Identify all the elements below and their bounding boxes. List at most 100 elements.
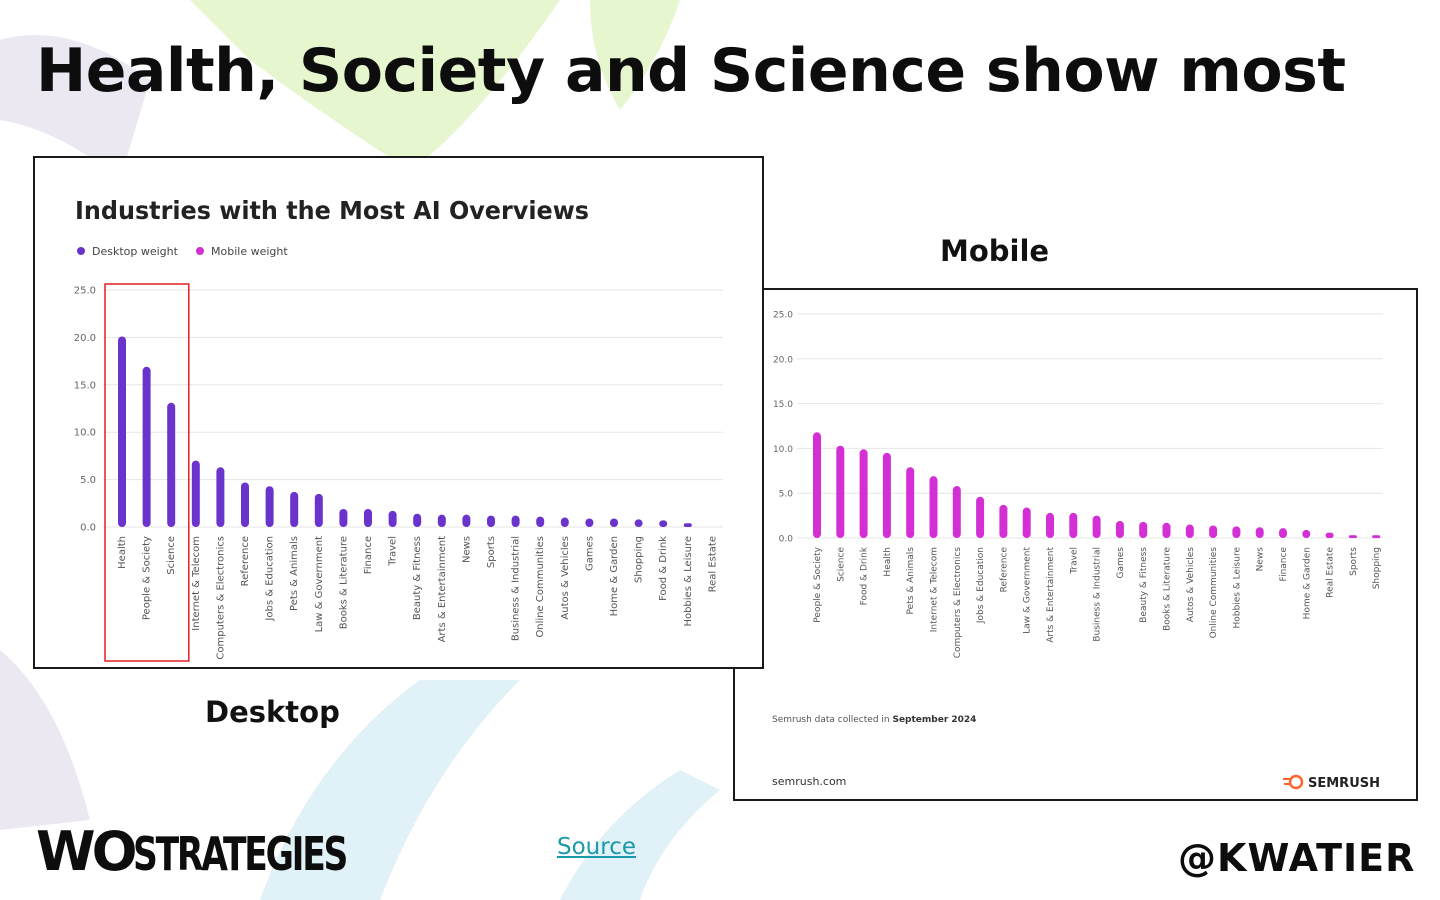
semrush-site: semrush.com xyxy=(772,775,846,788)
slide-title: Health, Society and Science show most xyxy=(36,36,1346,106)
mobile-bar xyxy=(1115,520,1124,538)
mobile-bar xyxy=(1139,521,1148,538)
legend-desktop-marker xyxy=(77,247,85,255)
desktop-bar xyxy=(388,510,397,527)
highlight-box xyxy=(104,283,190,662)
desktop-x-tick-label: Travel xyxy=(388,536,399,567)
mobile-chart-panel: 0.0 5.0 10.0 15.0 20.0 25.0 People & Society Sc… xyxy=(733,288,1418,801)
mobile-bar xyxy=(1279,528,1287,538)
mobile-x-tick-label: Health xyxy=(883,547,893,577)
mobile-x-tick-label: Law & Government xyxy=(1023,547,1033,634)
desktop-x-tick-label: Hobbies & Leisure xyxy=(683,536,694,627)
mobile-x-tick-label: Shopping xyxy=(1372,547,1382,589)
mobile-y-tick-label: 20.0 xyxy=(773,355,793,365)
desktop-x-tick-label: People & Society xyxy=(142,536,153,620)
logo-text: STRATEGIES xyxy=(133,827,348,881)
mobile-x-tick-label: Pets & Animals xyxy=(906,547,916,615)
twitter-handle: @KWATIER xyxy=(1178,836,1416,880)
mobile-bar xyxy=(929,476,938,538)
desktop-bar xyxy=(413,513,422,527)
mobile-bar xyxy=(1372,535,1381,538)
semrush-logo-icon xyxy=(1283,774,1304,790)
mobile-y-tick-label: 25.0 xyxy=(773,311,793,321)
mobile-bar xyxy=(882,452,891,538)
mobile-bar xyxy=(1162,522,1171,538)
mobile-x-tick-label: Online Communities xyxy=(1209,547,1219,639)
desktop-x-tick-label: Jobs & Education xyxy=(265,536,276,622)
desktop-bar xyxy=(437,514,446,527)
desktop-x-tick-label: Real Estate xyxy=(707,536,718,592)
mobile-bar xyxy=(1348,535,1357,538)
desktop-bar xyxy=(118,336,126,527)
mobile-x-tick-label: Computers & Electronics xyxy=(953,547,963,659)
logo-mark: WO xyxy=(36,820,137,883)
desktop-bar xyxy=(511,515,520,527)
mobile-label: Mobile xyxy=(940,234,1050,268)
mobile-x-tick-label: Arts & Entertainment xyxy=(1046,547,1056,643)
mobile-x-tick-label: Hobbies & Leisure xyxy=(1232,547,1242,629)
mobile-x-tick-label: Internet & Telecom xyxy=(930,547,940,632)
mobile-x-tick-label: People & Society xyxy=(813,546,823,622)
mobile-bar xyxy=(1022,507,1031,538)
source-link[interactable]: Source xyxy=(557,834,636,860)
mobile-y-tick-label: 0.0 xyxy=(779,535,794,545)
desktop-y-tick-label: 0.0 xyxy=(80,523,96,534)
desktop-label: Desktop xyxy=(205,695,340,729)
desktop-y-tick-label: 5.0 xyxy=(80,475,96,486)
desktop-x-tick-label: Home & Garden xyxy=(609,536,620,616)
desktop-bar xyxy=(265,486,274,527)
mobile-bar xyxy=(952,486,961,538)
desktop-bar xyxy=(610,518,618,527)
mobile-bar xyxy=(836,445,845,538)
desktop-bar xyxy=(241,482,249,527)
desktop-x-tick-label: Shopping xyxy=(634,536,645,583)
mobile-x-tick-label: Reference xyxy=(999,547,1009,593)
footnote: Semrush data collected in September 2024 xyxy=(772,715,976,725)
mobile-x-tick-label: Home & Garden xyxy=(1302,547,1312,619)
legend-mobile-label: Mobile weight xyxy=(211,245,288,258)
mobile-y-tick-label: 15.0 xyxy=(773,400,793,410)
mobile-bar xyxy=(813,432,821,538)
desktop-x-tick-label: Online Communities xyxy=(535,536,546,638)
mobile-bar xyxy=(1232,526,1241,538)
mobile-x-tick-label: Food & Drink xyxy=(860,546,870,605)
desktop-bar xyxy=(487,515,495,527)
desktop-bar xyxy=(142,366,151,527)
legend-desktop-label: Desktop weight xyxy=(92,245,179,258)
mobile-bar xyxy=(1209,525,1218,538)
desktop-bar xyxy=(339,508,348,527)
desktop-x-tick-label: Internet & Telecom xyxy=(191,536,202,631)
desktop-y-tick-label: 10.0 xyxy=(74,428,96,439)
desktop-bar xyxy=(536,516,545,527)
desktop-x-tick-label: Games xyxy=(584,536,595,571)
mobile-bar xyxy=(1046,512,1054,538)
desktop-chart-panel: Industries with the Most AI Overviews De… xyxy=(33,156,764,669)
mobile-x-tick-label: News xyxy=(1256,547,1266,572)
desktop-bar xyxy=(191,460,200,527)
desktop-x-tick-label: Pets & Animals xyxy=(289,536,300,611)
desktop-bar xyxy=(585,518,594,527)
mobile-bar xyxy=(1325,532,1334,538)
mobile-x-tick-label: Real Estate xyxy=(1326,547,1336,598)
desktop-bar xyxy=(290,491,299,527)
mobile-x-tick-label: Finance xyxy=(1279,547,1289,582)
desktop-bar xyxy=(634,519,643,527)
mobile-x-tick-label: Beauty & Fitness xyxy=(1139,547,1149,623)
mobile-bar xyxy=(1302,529,1311,538)
desktop-x-tick-label: Science xyxy=(166,536,177,575)
wo-strategies-logo: WOSTRATEGIES xyxy=(36,820,418,883)
mobile-bar xyxy=(906,467,915,538)
desktop-bar xyxy=(462,514,471,527)
desktop-x-tick-label: Beauty & Fitness xyxy=(412,536,423,620)
mobile-x-tick-label: Science xyxy=(836,547,846,582)
mobile-bar xyxy=(1069,512,1078,538)
desktop-y-tick-label: 20.0 xyxy=(74,333,96,344)
desktop-bar xyxy=(560,517,569,527)
desktop-y-tick-label: 15.0 xyxy=(74,380,96,391)
desktop-x-tick-label: News xyxy=(461,536,472,563)
desktop-x-tick-label: Finance xyxy=(363,536,374,574)
mobile-x-tick-label: Sports xyxy=(1349,547,1359,576)
semrush-brand: SEMRUSH xyxy=(1308,776,1380,791)
desktop-y-tick-label: 25.0 xyxy=(74,286,96,297)
